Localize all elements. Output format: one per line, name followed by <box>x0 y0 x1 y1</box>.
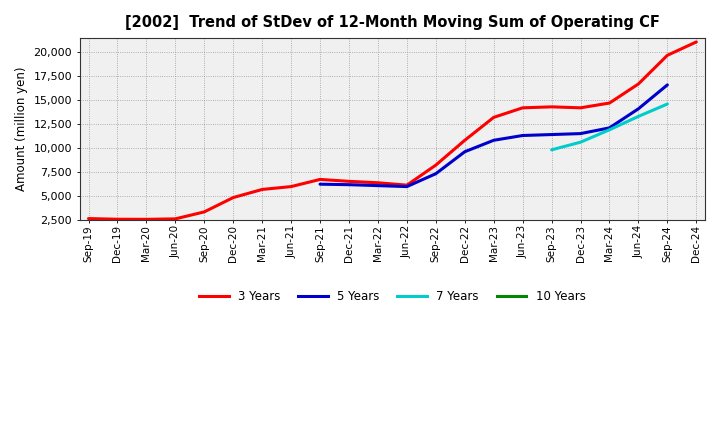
3 Years <box>692 39 701 44</box>
7 Years <box>663 101 672 106</box>
3 Years <box>606 100 614 106</box>
Legend: 3 Years, 5 Years, 7 Years, 10 Years: 3 Years, 5 Years, 7 Years, 10 Years <box>194 286 590 308</box>
5 Years <box>547 132 556 137</box>
3 Years <box>374 180 382 185</box>
3 Years <box>547 104 556 110</box>
7 Years <box>576 139 585 145</box>
3 Years <box>316 177 325 182</box>
5 Years <box>634 106 643 111</box>
3 Years <box>113 216 122 222</box>
3 Years <box>634 81 643 87</box>
3 Years <box>287 184 295 189</box>
5 Years <box>518 133 527 138</box>
5 Years <box>606 125 614 131</box>
5 Years <box>316 182 325 187</box>
Line: 5 Years: 5 Years <box>320 85 667 187</box>
5 Years <box>663 82 672 88</box>
3 Years <box>229 195 238 200</box>
5 Years <box>374 183 382 188</box>
3 Years <box>663 53 672 58</box>
3 Years <box>431 162 440 168</box>
5 Years <box>402 184 411 189</box>
3 Years <box>490 115 498 120</box>
3 Years <box>258 187 266 192</box>
7 Years <box>634 114 643 119</box>
3 Years <box>345 179 354 184</box>
3 Years <box>402 183 411 188</box>
7 Years <box>606 127 614 132</box>
5 Years <box>461 149 469 154</box>
5 Years <box>490 138 498 143</box>
3 Years <box>200 209 209 215</box>
5 Years <box>345 182 354 187</box>
Title: [2002]  Trend of StDev of 12-Month Moving Sum of Operating CF: [2002] Trend of StDev of 12-Month Moving… <box>125 15 660 30</box>
3 Years <box>576 105 585 110</box>
3 Years <box>84 216 93 221</box>
7 Years <box>547 147 556 153</box>
3 Years <box>461 138 469 143</box>
5 Years <box>431 171 440 176</box>
Y-axis label: Amount (million yen): Amount (million yen) <box>15 66 28 191</box>
3 Years <box>142 216 150 222</box>
3 Years <box>518 105 527 110</box>
Line: 3 Years: 3 Years <box>89 42 696 219</box>
Line: 7 Years: 7 Years <box>552 104 667 150</box>
5 Years <box>576 131 585 136</box>
3 Years <box>171 216 180 221</box>
